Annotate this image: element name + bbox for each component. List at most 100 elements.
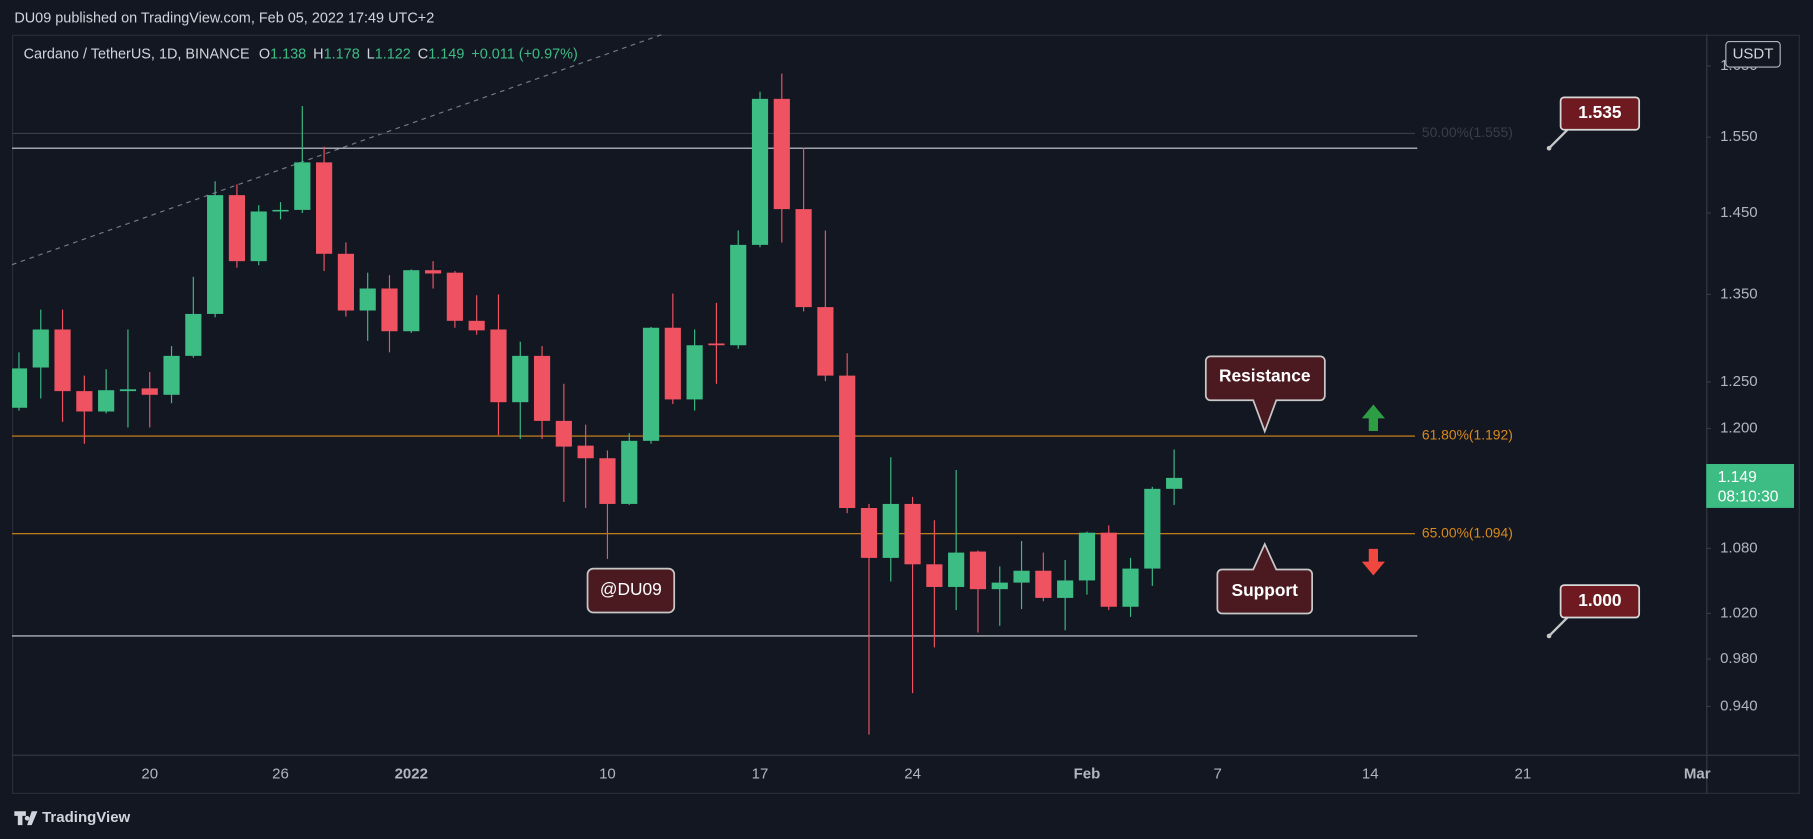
candle-body bbox=[1166, 477, 1183, 489]
x-tick-label: 10 bbox=[599, 765, 616, 782]
x-tick-label: 7 bbox=[1214, 765, 1222, 782]
ohlc-value: 1.122 bbox=[375, 46, 411, 62]
watermark-box bbox=[586, 567, 676, 614]
price-badge-countdown: 08:10:30 bbox=[1718, 489, 1779, 506]
price-callout bbox=[1559, 584, 1641, 619]
candle-body bbox=[381, 288, 398, 332]
candle-body bbox=[948, 552, 965, 587]
candle-body bbox=[599, 458, 616, 504]
trend-line bbox=[11, 34, 662, 266]
candle-body bbox=[424, 270, 442, 274]
ohlc-value: 1.149 bbox=[428, 46, 464, 62]
tradingview-logo bbox=[14, 811, 38, 826]
ohlc-value: 1.138 bbox=[270, 46, 306, 62]
candle-body bbox=[250, 211, 267, 262]
publisher: DU09 published on TradingView.com, Feb 0… bbox=[14, 10, 434, 26]
legend: Cardano / TetherUS, 1D, BINANCE O1.138 H1.… bbox=[24, 46, 578, 62]
candle-body bbox=[228, 195, 246, 262]
callout-tip bbox=[1546, 145, 1552, 151]
candle-body bbox=[882, 503, 899, 558]
candle-body bbox=[359, 288, 376, 311]
candle-body bbox=[185, 313, 202, 356]
candle-body bbox=[32, 329, 49, 368]
candle-body bbox=[1057, 580, 1074, 598]
y-tick-label: 1.450 bbox=[1720, 204, 1758, 221]
candle-body bbox=[1100, 532, 1117, 607]
plot-area: 50.00%(1.555) 61.80%(1.192) 65.00%(1.094) bbox=[12, 73, 1513, 735]
candle-body bbox=[860, 507, 878, 558]
callout-pointer bbox=[1548, 616, 1569, 637]
resistance-label: Resistance bbox=[1219, 366, 1311, 386]
x-tick-label: 26 bbox=[272, 765, 289, 782]
candle-body bbox=[207, 195, 224, 314]
fib-label: 61.80%(1.192) bbox=[1422, 427, 1513, 443]
x-tick-label: 14 bbox=[1362, 765, 1379, 782]
brand: TradingView bbox=[42, 809, 130, 826]
ohlc-letter: H bbox=[313, 46, 323, 62]
x-tick-label: 24 bbox=[904, 765, 921, 782]
price-badge-value: 1.149 bbox=[1718, 469, 1757, 486]
candle-body bbox=[773, 98, 790, 210]
candle-body bbox=[708, 343, 725, 346]
x-tick-label: 17 bbox=[752, 765, 769, 782]
fib-label: 65.00%(1.094) bbox=[1422, 524, 1513, 540]
candle-body bbox=[555, 420, 572, 447]
x-tick-label: Feb bbox=[1074, 765, 1101, 782]
ohlc-letter: L bbox=[367, 46, 375, 62]
currency-label: USDT bbox=[1733, 45, 1774, 62]
candle-body bbox=[446, 272, 463, 321]
candle-body bbox=[730, 244, 747, 346]
y-tick-label: 0.980 bbox=[1720, 650, 1758, 667]
price-callout-label: 1.000 bbox=[1578, 590, 1621, 610]
candle-body bbox=[795, 209, 812, 308]
support-label: Support bbox=[1232, 580, 1299, 600]
candle-body bbox=[621, 440, 638, 504]
candle-body bbox=[1144, 488, 1161, 569]
x-tick-label: 2022 bbox=[395, 765, 428, 782]
candle-body bbox=[1122, 568, 1139, 607]
candle-body bbox=[1035, 570, 1052, 598]
candle-body bbox=[76, 391, 93, 412]
candle-body bbox=[533, 355, 551, 421]
x-tick-label: 20 bbox=[141, 765, 158, 782]
price-callout bbox=[1559, 96, 1641, 131]
candle-body bbox=[577, 445, 594, 459]
candle-body bbox=[490, 329, 507, 403]
candle-body bbox=[1013, 570, 1030, 583]
y-tick-label: 0.940 bbox=[1720, 697, 1758, 714]
candle-body bbox=[468, 320, 485, 331]
candle-body bbox=[664, 327, 681, 400]
x-tick-label: 21 bbox=[1515, 765, 1532, 782]
candle-body bbox=[98, 390, 115, 412]
candle-body bbox=[119, 389, 137, 392]
up-arrow bbox=[1361, 404, 1385, 432]
candle-body bbox=[839, 375, 856, 508]
fib-label: 50.00%(1.555) bbox=[1422, 124, 1513, 140]
candle-body bbox=[969, 551, 987, 590]
candle-body bbox=[904, 503, 921, 565]
y-tick-label: 1.080 bbox=[1720, 539, 1758, 556]
price-badge bbox=[1706, 464, 1795, 508]
candle-body bbox=[54, 329, 71, 392]
watermark: @DU09 bbox=[600, 579, 662, 599]
price-callout-label: 1.535 bbox=[1578, 102, 1622, 122]
candle-body bbox=[926, 564, 943, 587]
candle-body bbox=[294, 162, 311, 210]
candle-body bbox=[272, 209, 289, 212]
symbol: Cardano / TetherUS, 1D, BINANCE bbox=[24, 46, 250, 62]
candle-body bbox=[751, 98, 769, 245]
candle-body bbox=[512, 355, 529, 403]
candle-body bbox=[1078, 532, 1096, 581]
y-tick-label: 1.250 bbox=[1720, 373, 1758, 390]
candle-body bbox=[817, 307, 834, 376]
ohlc-letter: C bbox=[418, 46, 428, 62]
candle-body bbox=[337, 253, 354, 311]
down-arrow bbox=[1361, 548, 1385, 576]
y-tick-label: 1.200 bbox=[1720, 419, 1758, 436]
callout-pointer bbox=[1548, 128, 1569, 150]
candle-body bbox=[686, 345, 703, 400]
candle-body bbox=[163, 355, 180, 395]
